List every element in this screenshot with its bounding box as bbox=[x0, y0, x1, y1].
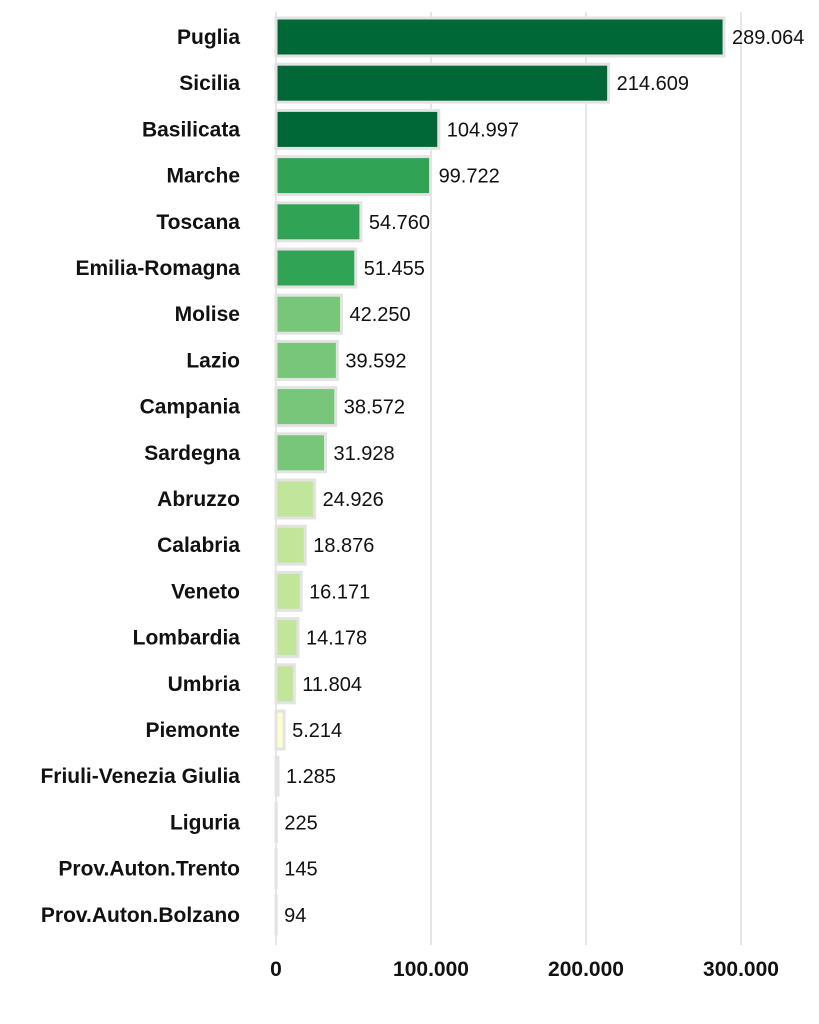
value-label: 5.214 bbox=[292, 720, 342, 742]
bar bbox=[274, 570, 303, 612]
category-label: Prov.Auton.Bolzano bbox=[41, 904, 240, 927]
category-label: Prov.Auton.Trento bbox=[58, 858, 240, 881]
category-label: Lombardia bbox=[133, 627, 241, 650]
value-label: 51.455 bbox=[364, 258, 425, 280]
value-label: 225 bbox=[284, 812, 317, 834]
bar bbox=[274, 709, 286, 751]
x-tick-label: 200.000 bbox=[548, 958, 624, 981]
value-label: 99.722 bbox=[439, 166, 500, 188]
bar bbox=[274, 201, 363, 243]
x-tick-label: 0 bbox=[270, 958, 282, 981]
value-label: 39.592 bbox=[345, 350, 406, 372]
category-label: Molise bbox=[175, 303, 240, 326]
category-label: Campania bbox=[140, 396, 241, 419]
value-label: 18.876 bbox=[313, 535, 374, 557]
value-label: 14.178 bbox=[306, 628, 367, 650]
value-labels: 289.064 214.609 104.997 99.722 54.760 51.455 4… bbox=[284, 27, 804, 927]
category-labels: Puglia Sicilia Basilicata Marche Toscana Emil… bbox=[40, 26, 240, 927]
value-label: 104.997 bbox=[447, 119, 519, 141]
bar bbox=[274, 293, 343, 335]
value-label: 214.609 bbox=[617, 73, 689, 95]
gridlines bbox=[275, 12, 742, 945]
value-label: 16.171 bbox=[309, 581, 370, 603]
category-label: Calabria bbox=[157, 534, 240, 557]
value-label: 42.250 bbox=[349, 304, 410, 326]
category-label: Liguria bbox=[170, 811, 240, 834]
category-label: Sicilia bbox=[179, 72, 240, 95]
category-label: Veneto bbox=[171, 580, 240, 603]
category-label: Umbria bbox=[168, 673, 241, 696]
value-label: 145 bbox=[284, 859, 317, 881]
value-label: 11.804 bbox=[302, 674, 362, 696]
bar bbox=[274, 155, 433, 197]
bar bbox=[274, 663, 296, 705]
value-label: 94 bbox=[284, 905, 306, 927]
category-label: Basilicata bbox=[142, 118, 240, 141]
value-label: 289.064 bbox=[732, 27, 804, 49]
bar bbox=[274, 478, 317, 520]
category-label: Toscana bbox=[156, 211, 240, 234]
bar bbox=[274, 339, 339, 381]
category-label: Friuli-Venezia Giulia bbox=[40, 765, 240, 788]
category-label: Lazio bbox=[186, 349, 240, 372]
x-tick-label: 100.000 bbox=[393, 958, 469, 981]
bar bbox=[274, 62, 611, 104]
value-label: 38.572 bbox=[344, 397, 405, 419]
bar bbox=[274, 432, 327, 474]
x-tick-label: 300.000 bbox=[703, 958, 779, 981]
bar bbox=[274, 755, 280, 797]
category-label: Emilia-Romagna bbox=[75, 257, 240, 280]
x-axis-ticks: 0 100.000 200.000 300.000 bbox=[270, 958, 779, 981]
bar bbox=[274, 247, 358, 289]
bars bbox=[274, 16, 726, 936]
bar bbox=[274, 386, 338, 428]
value-label: 31.928 bbox=[333, 443, 394, 465]
category-label: Piemonte bbox=[145, 719, 240, 742]
category-label: Sardegna bbox=[144, 442, 240, 465]
value-label: 54.760 bbox=[369, 212, 430, 234]
bar bbox=[274, 108, 441, 150]
category-label: Marche bbox=[166, 165, 240, 188]
bar bbox=[274, 617, 300, 659]
category-label: Puglia bbox=[177, 26, 240, 49]
bar bbox=[274, 16, 726, 58]
value-label: 24.926 bbox=[323, 489, 384, 511]
value-label: 1.285 bbox=[286, 766, 336, 788]
bar bbox=[274, 524, 307, 566]
category-label: Abruzzo bbox=[157, 488, 240, 511]
